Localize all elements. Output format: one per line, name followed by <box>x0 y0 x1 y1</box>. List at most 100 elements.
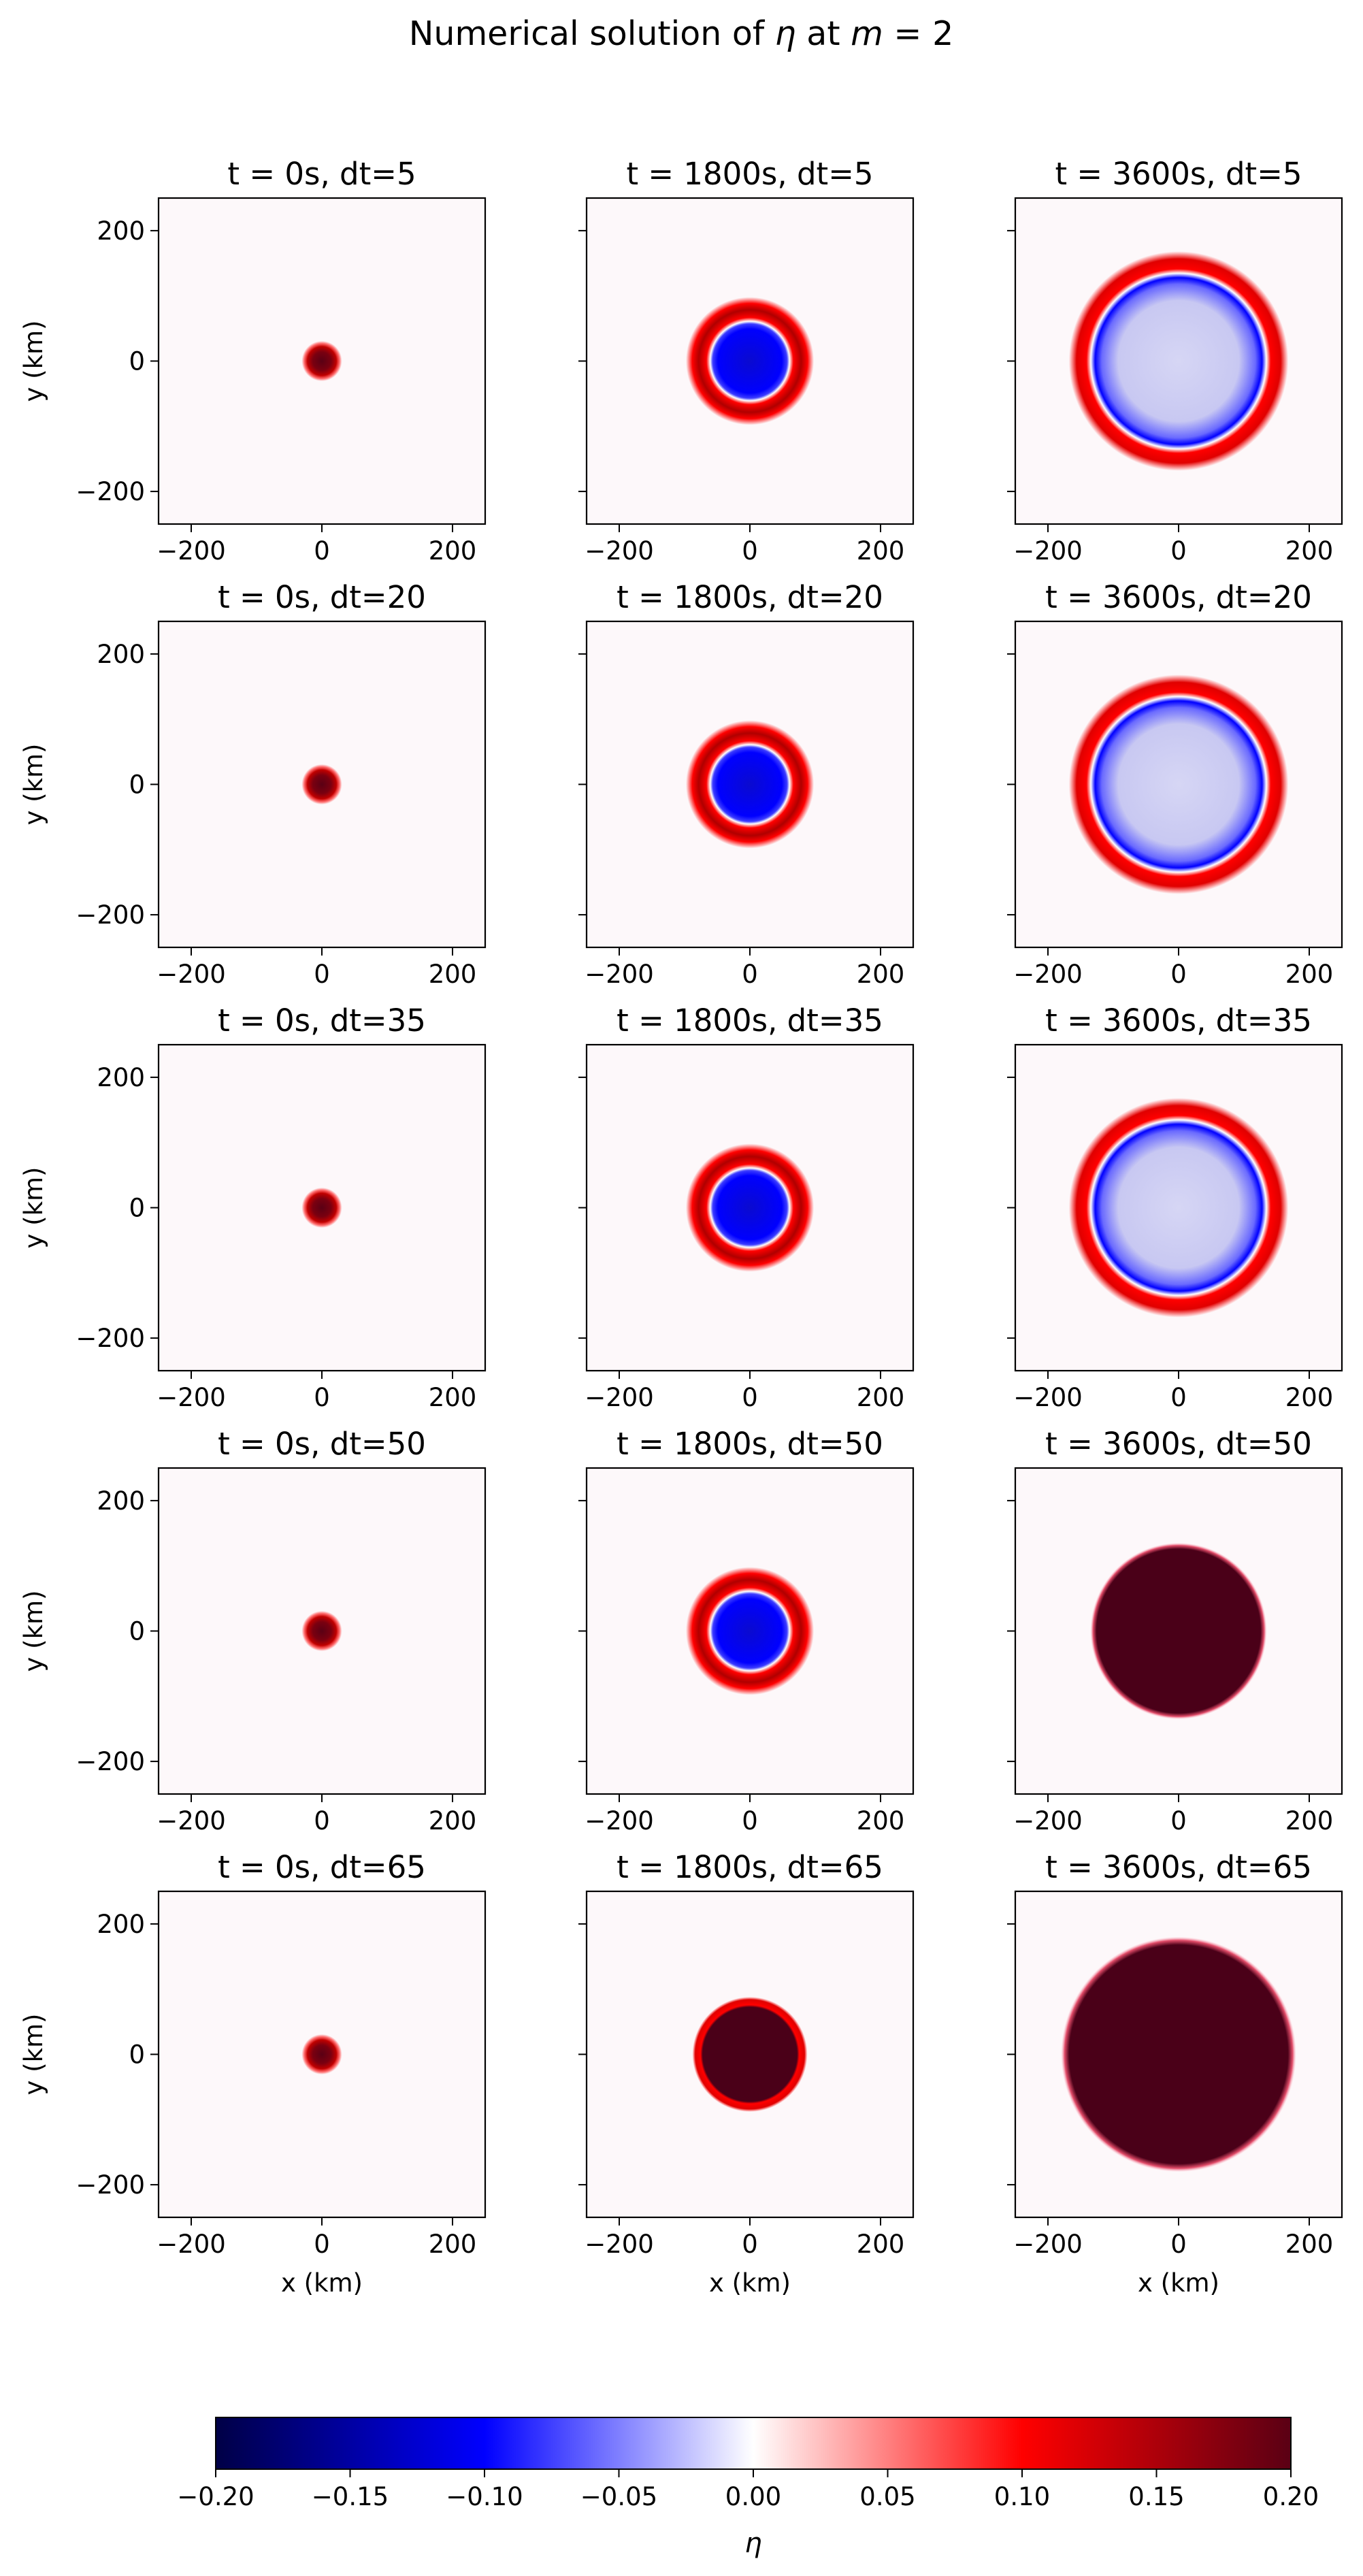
panel-title: t = 0s, dt=50 <box>218 1426 426 1462</box>
x-tick-label: −200 <box>1013 2230 1083 2259</box>
x-tick-label: −200 <box>157 1806 226 1836</box>
x-tick-label: 200 <box>1285 1806 1334 1836</box>
x-tick-label: 200 <box>429 1806 477 1836</box>
x-tick-label: 200 <box>429 2230 477 2259</box>
x-tick-label: 0 <box>742 2230 758 2259</box>
x-tick-label: 0 <box>314 1806 330 1836</box>
x-tick-label: −200 <box>585 536 654 566</box>
panel-title: t = 3600s, dt=65 <box>1045 1849 1312 1885</box>
panel-title: t = 1800s, dt=35 <box>617 1002 883 1039</box>
y-tick-label: −200 <box>76 900 145 930</box>
x-axis-label: x (km) <box>709 2268 791 2298</box>
x-tick-label: 0 <box>1170 1806 1187 1836</box>
panel-title: t = 1800s, dt=20 <box>617 579 883 615</box>
x-tick-label: −200 <box>585 1806 654 1836</box>
x-tick-label: −200 <box>585 960 654 989</box>
eta-feature <box>685 720 815 849</box>
colorbar-tick-label: −0.15 <box>312 2482 389 2511</box>
panel: t = 0s, dt=5 −200 0 200 −200 0 200 y (km) <box>19 156 487 566</box>
panel: t = 3600s, dt=35 −200 0 200 <box>1007 1002 1343 1412</box>
eta-feature <box>301 1187 342 1228</box>
panel-title: t = 0s, dt=65 <box>218 1849 426 1885</box>
panel: t = 3600s, dt=20 −200 0 200 <box>1007 579 1343 989</box>
x-tick-label: −200 <box>1013 1806 1083 1836</box>
panel-title: t = 0s, dt=20 <box>218 579 426 615</box>
y-tick-label: 0 <box>129 347 145 376</box>
x-tick-label: −200 <box>157 1383 226 1412</box>
y-tick-label: 200 <box>97 1910 145 1939</box>
x-tick-label: 0 <box>314 536 330 566</box>
x-tick-label: 0 <box>742 960 758 989</box>
colorbar-tick-label: −0.05 <box>580 2482 657 2511</box>
x-tick-label: −200 <box>585 1383 654 1412</box>
eta-feature <box>692 1997 808 2112</box>
colorbar-label: η <box>744 2528 761 2559</box>
x-tick-label: 200 <box>857 1806 905 1836</box>
y-tick-label: 0 <box>129 770 145 800</box>
eta-feature <box>1061 1936 1296 2172</box>
y-tick-label: 200 <box>97 1063 145 1092</box>
eta-feature <box>301 764 342 805</box>
x-tick-label: 0 <box>314 1383 330 1412</box>
colorbar-tick-label: 0.10 <box>994 2482 1050 2511</box>
x-tick-label: −200 <box>157 960 226 989</box>
y-axis-label: y (km) <box>19 1167 48 1249</box>
x-tick-label: 200 <box>1285 2230 1334 2259</box>
panel: t = 3600s, dt=50 −200 0 200 <box>1007 1426 1343 1836</box>
colorbar-tick-label: −0.10 <box>446 2482 523 2511</box>
panel-title: t = 3600s, dt=35 <box>1045 1002 1312 1039</box>
x-tick-label: 0 <box>314 960 330 989</box>
x-tick-label: 200 <box>857 960 905 989</box>
eta-feature <box>301 340 342 382</box>
y-tick-label: −200 <box>76 477 145 506</box>
y-tick-label: 200 <box>97 640 145 669</box>
eta-feature <box>685 297 815 425</box>
eta-feature <box>1068 674 1289 894</box>
panel-title: t = 3600s, dt=5 <box>1055 156 1302 192</box>
x-tick-label: 0 <box>1170 1383 1187 1412</box>
panel: t = 1800s, dt=5 −200 0 200 <box>578 156 915 566</box>
x-tick-label: −200 <box>1013 960 1083 989</box>
colorbar-tick-label: −0.20 <box>177 2482 254 2511</box>
x-tick-label: 200 <box>857 536 905 566</box>
eta-feature <box>1068 251 1289 471</box>
panel-title: t = 0s, dt=35 <box>218 1002 426 1039</box>
panel: t = 0s, dt=65 −200 0 200 −200 0 200 y (km) x (km… <box>19 1849 487 2298</box>
panel: t = 3600s, dt=5 −200 0 200 <box>1007 156 1343 566</box>
y-axis-label: y (km) <box>19 1591 48 1672</box>
y-axis-label: y (km) <box>19 321 48 402</box>
panel-title: t = 3600s, dt=50 <box>1045 1426 1312 1462</box>
panel: t = 1800s, dt=65 −200 0 200 x (km) <box>578 1849 915 2298</box>
y-tick-label: −200 <box>76 2170 145 2200</box>
panel: t = 3600s, dt=65 −200 0 200 x (km) <box>1007 1849 1343 2298</box>
x-axis-label: x (km) <box>1138 2268 1219 2298</box>
colorbar-tick-label: 0.05 <box>859 2482 915 2511</box>
y-axis-label: y (km) <box>19 744 48 826</box>
y-tick-label: −200 <box>76 1324 145 1353</box>
y-tick-label: 0 <box>129 1617 145 1646</box>
y-tick-label: −200 <box>76 1747 145 1776</box>
panel-title: t = 1800s, dt=5 <box>626 156 873 192</box>
colorbar-tick-label: 0.00 <box>725 2482 781 2511</box>
panel: t = 0s, dt=50 −200 0 200 −200 0 200 y (km) <box>19 1426 487 1836</box>
x-tick-label: 200 <box>429 960 477 989</box>
colorbar: −0.20 −0.15 −0.10 −0.05 0.00 0.05 0.10 0.15 0.20… <box>177 2417 1319 2559</box>
x-tick-label: 0 <box>314 2230 330 2259</box>
x-tick-label: 0 <box>1170 536 1187 566</box>
eta-feature <box>1090 1542 1267 1720</box>
eta-feature <box>301 2034 342 2075</box>
y-axis-label: y (km) <box>19 2014 48 2096</box>
x-tick-label: −200 <box>1013 536 1083 566</box>
panel-grid: t = 0s, dt=5 −200 0 200 −200 0 200 y (km) t = 18… <box>19 156 1343 2298</box>
eta-feature <box>1068 1098 1289 1318</box>
y-tick-label: 0 <box>129 2040 145 2070</box>
x-tick-label: 200 <box>429 1383 477 1412</box>
eta-feature <box>685 1143 815 1272</box>
y-tick-label: 200 <box>97 216 145 246</box>
x-tick-label: 200 <box>857 1383 905 1412</box>
x-tick-label: −200 <box>1013 1383 1083 1412</box>
x-tick-label: 0 <box>742 1806 758 1836</box>
panel: t = 0s, dt=35 −200 0 200 −200 0 200 y (km) <box>19 1002 487 1412</box>
x-tick-label: −200 <box>157 536 226 566</box>
